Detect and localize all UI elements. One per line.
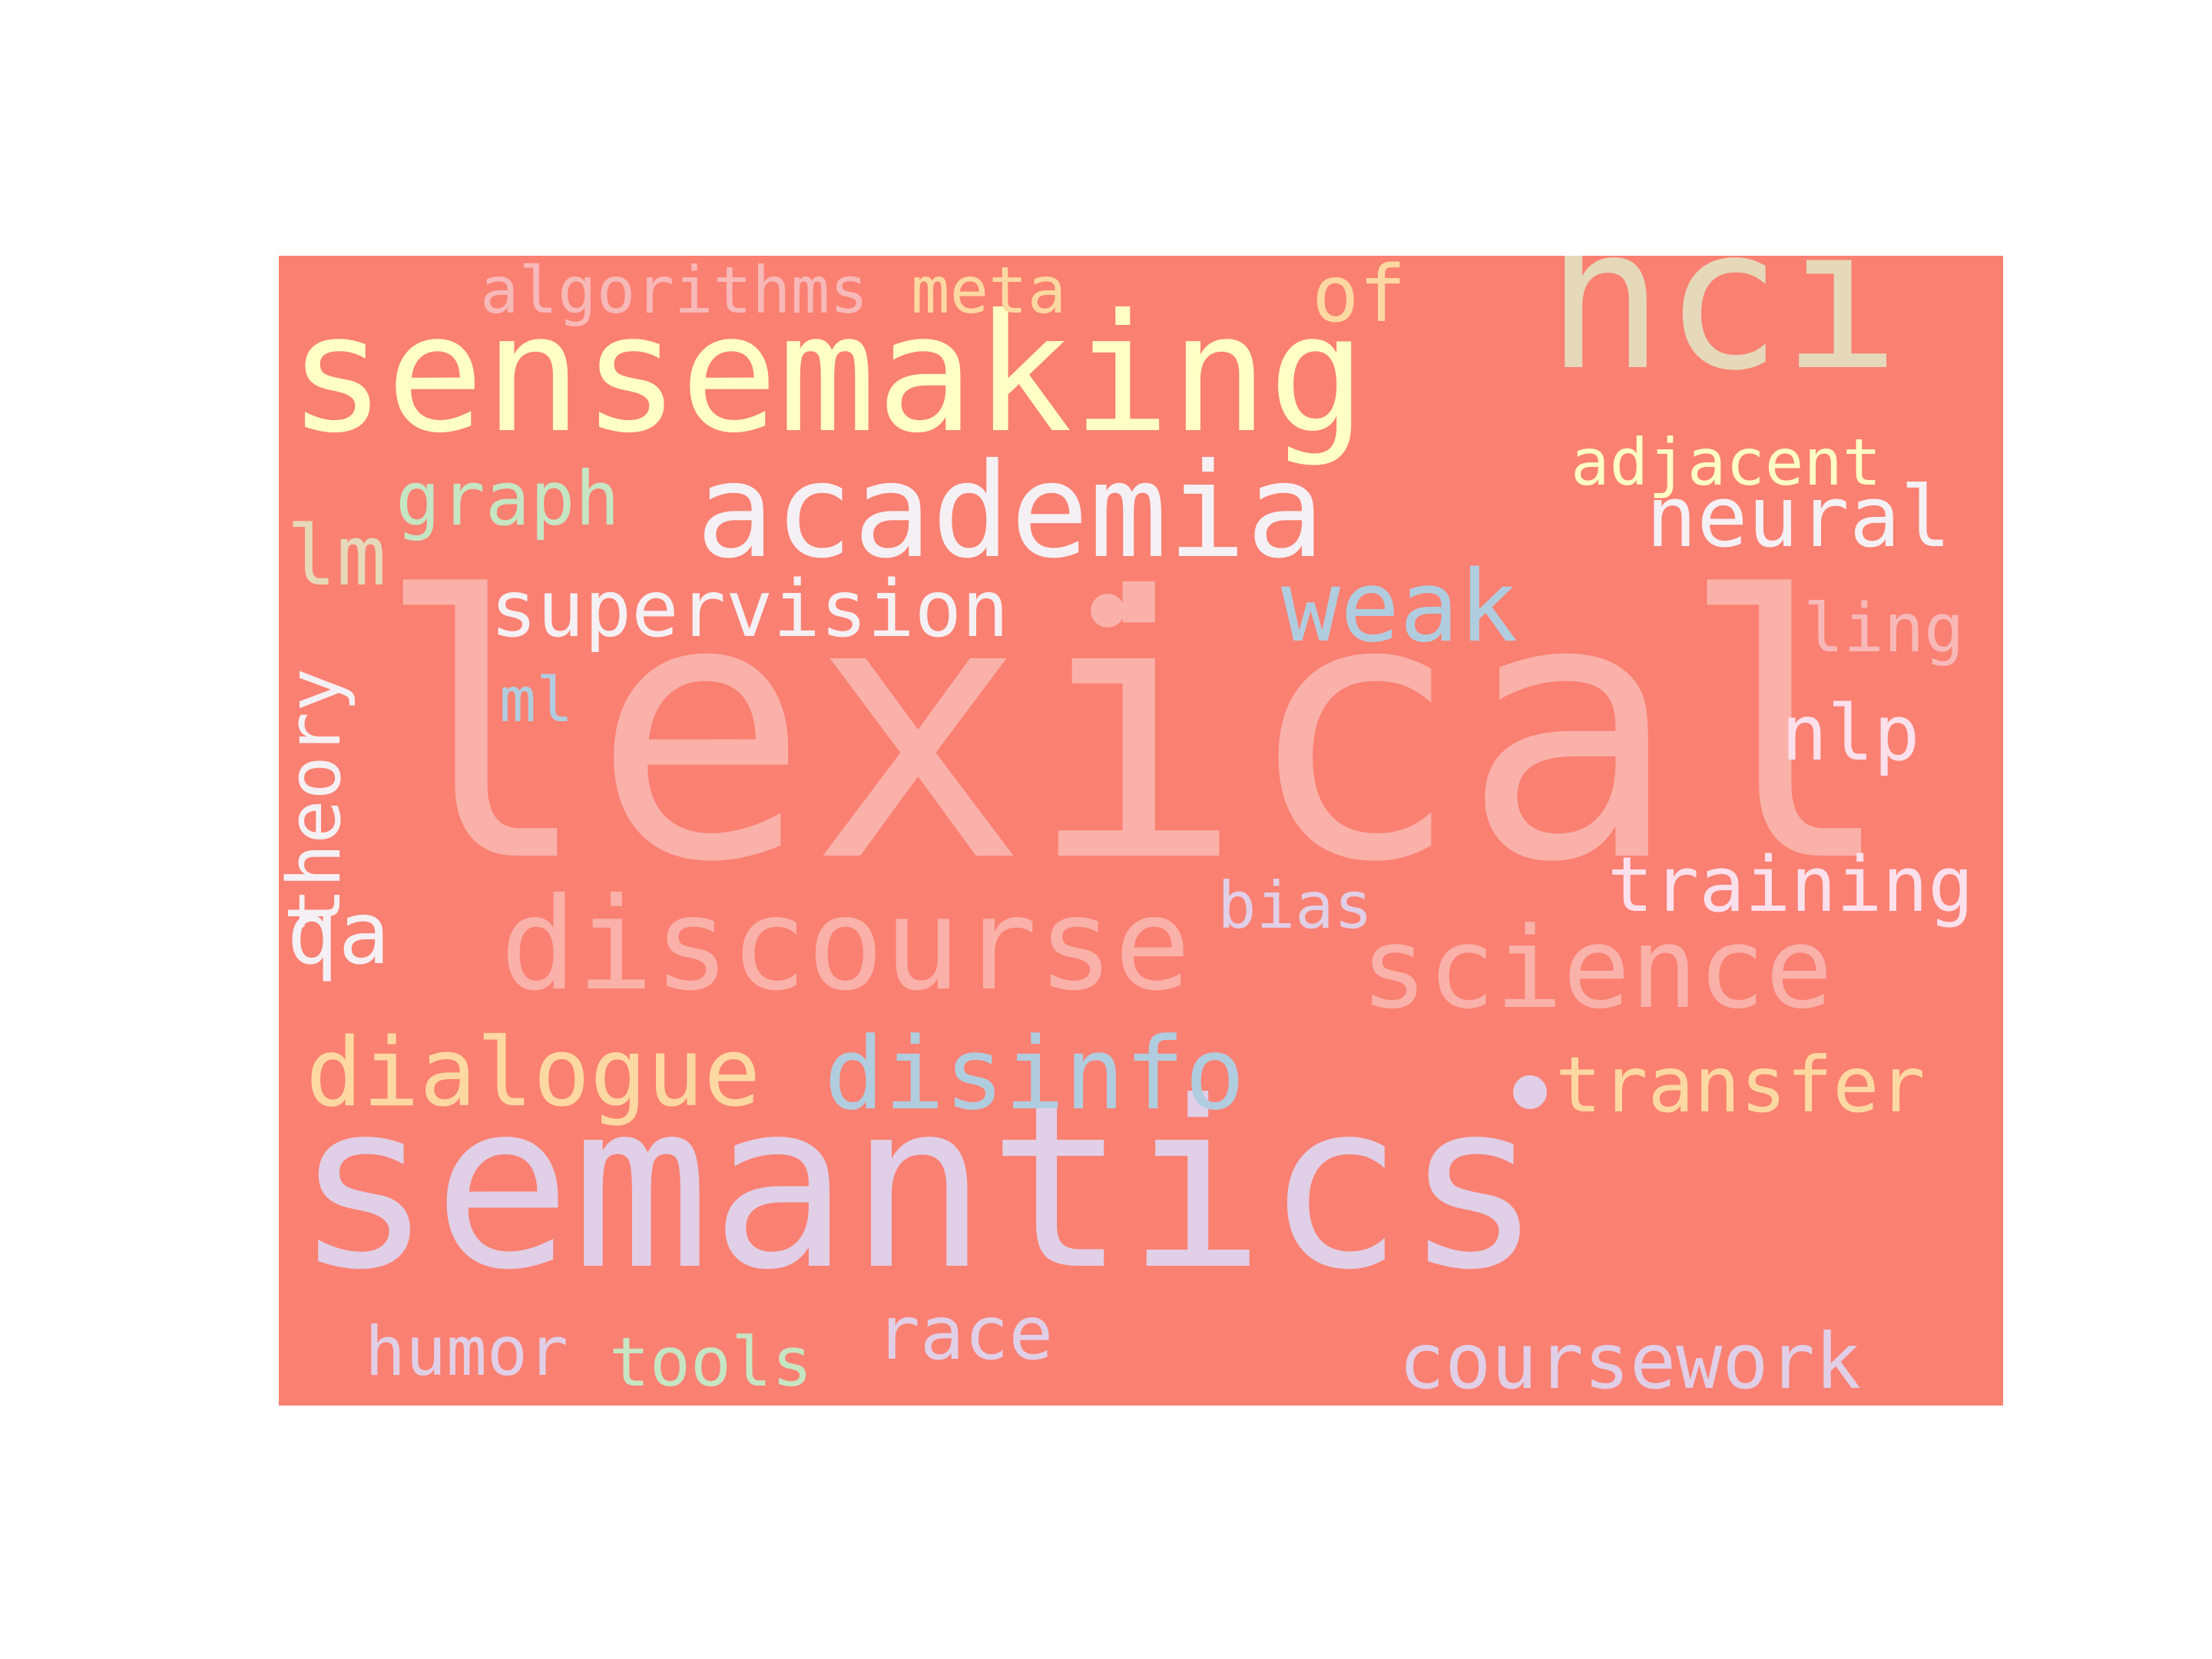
word-bias: bias xyxy=(1217,868,1373,943)
word-nlp: nlp xyxy=(1781,688,1920,778)
word-ml: ml xyxy=(499,664,574,736)
word-dialogue: dialogue xyxy=(306,1018,761,1128)
word-semantics: semantics xyxy=(294,1052,1543,1320)
word-graph: graph xyxy=(396,455,620,542)
word-neural: neural xyxy=(1646,468,1952,566)
word-science: science xyxy=(1360,903,1833,1034)
word-adjacent: adjacent xyxy=(1571,425,1882,500)
word-qa: qa xyxy=(286,884,390,984)
word-lexical: lexical xyxy=(375,521,1896,941)
word-supervision: supervision xyxy=(490,564,1009,655)
dot-after-supervision xyxy=(1091,594,1124,628)
word-lm: lm xyxy=(286,508,387,604)
word-race: race xyxy=(876,1290,1054,1376)
word-sensemaking: sensemaking xyxy=(288,279,1366,469)
dot-before-transfer xyxy=(1513,1075,1547,1109)
word-transfer: transfer xyxy=(1555,1040,1926,1130)
word-ling: ling xyxy=(1803,589,1965,667)
word-training: training xyxy=(1608,841,1974,929)
word-discourse: discourse xyxy=(500,871,1191,1019)
word-humor: humor xyxy=(365,1312,568,1391)
word-algorithms: algorithms xyxy=(480,256,869,328)
word-weak: weak xyxy=(1281,550,1518,664)
word-disinfo: disinfo xyxy=(824,1015,1245,1132)
word-meta: meta xyxy=(911,256,1067,328)
word-coursework: coursework xyxy=(1399,1316,1862,1406)
word-hci: hci xyxy=(1546,256,1900,414)
word-tools: tools xyxy=(609,1323,813,1402)
word-academia: academia xyxy=(696,435,1325,588)
word-cloud: lexical semantics sensemaking hci academ… xyxy=(279,256,2003,1406)
word-of: of xyxy=(1312,256,1406,340)
